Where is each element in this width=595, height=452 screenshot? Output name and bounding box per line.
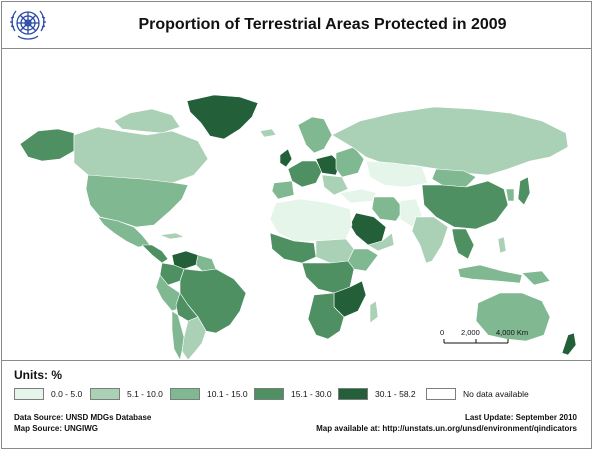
divider [2,48,591,49]
region-kazakhstan [365,160,429,188]
legend-swatch [170,388,200,400]
region-iran [371,196,405,222]
header: Proportion of Terrestrial Areas Protecte… [2,2,593,48]
legend-swatch [426,388,456,400]
region-china [421,180,509,230]
scale-label-0: 0 [440,328,444,337]
scale-bar: 0 2,000 4,000 Km [440,328,528,344]
region-chile [171,310,185,360]
region-uk [279,148,293,168]
legend-swatch [90,388,120,400]
legend-swatch [14,388,44,400]
region-korea [505,188,515,202]
region-balkans [321,174,349,196]
region-australia [475,292,551,342]
map-available-url: Map available at: http://unstats.un.org/… [316,424,577,433]
region-iberia [271,180,295,200]
region-canada [73,126,209,184]
region-yemen-oman [367,232,395,252]
region-indonesia [457,264,523,284]
region-guianas [195,254,217,272]
un-emblem-icon [7,5,49,50]
region-greenland [186,94,259,140]
legend-units-label: Units: % [14,368,62,382]
data-source: Data Source: UNSD MDGs Database [14,413,152,422]
region-turkey [339,188,377,204]
region-scandinavia [297,116,333,154]
map-source: Map Source: UNGIWG [14,424,99,433]
region-canada-arctic [113,108,181,134]
legend-swatch [254,388,284,400]
legend-label: 10.1 - 15.0 [207,389,248,399]
legend-label: 5.1 - 10.0 [127,389,163,399]
region-west-africa [269,232,317,264]
region-north-africa [269,198,353,242]
scale-label-2000: 2,000 [461,328,480,337]
region-new-guinea [521,270,551,286]
region-cuba [159,232,185,240]
region-alaska [19,128,75,162]
region-southern-africa [307,292,345,340]
scale-label-4000: 4,000 Km [496,328,528,337]
legend-swatch [338,388,368,400]
region-philippines [497,236,507,254]
region-india [411,216,449,264]
divider [2,360,591,361]
region-japan [517,176,531,206]
legend-label: No data available [463,389,529,399]
legend-label: 30.1 - 58.2 [375,389,416,399]
legend-label: 0.0 - 5.0 [51,389,83,399]
last-update: Last Update: September 2010 [464,413,577,422]
region-central-america [141,244,169,264]
region-western-europe [287,160,323,188]
region-new-zealand [561,332,577,356]
region-iceland [259,128,277,138]
legend-label: 15.1 - 30.0 [291,389,332,399]
region-southeast-asia [451,228,475,260]
region-sahel [315,238,355,264]
world-map: 0 2,000 4,000 Km [2,49,591,360]
region-usa [85,174,189,228]
page-title: Proportion of Terrestrial Areas Protecte… [138,16,507,33]
region-madagascar [369,300,379,324]
